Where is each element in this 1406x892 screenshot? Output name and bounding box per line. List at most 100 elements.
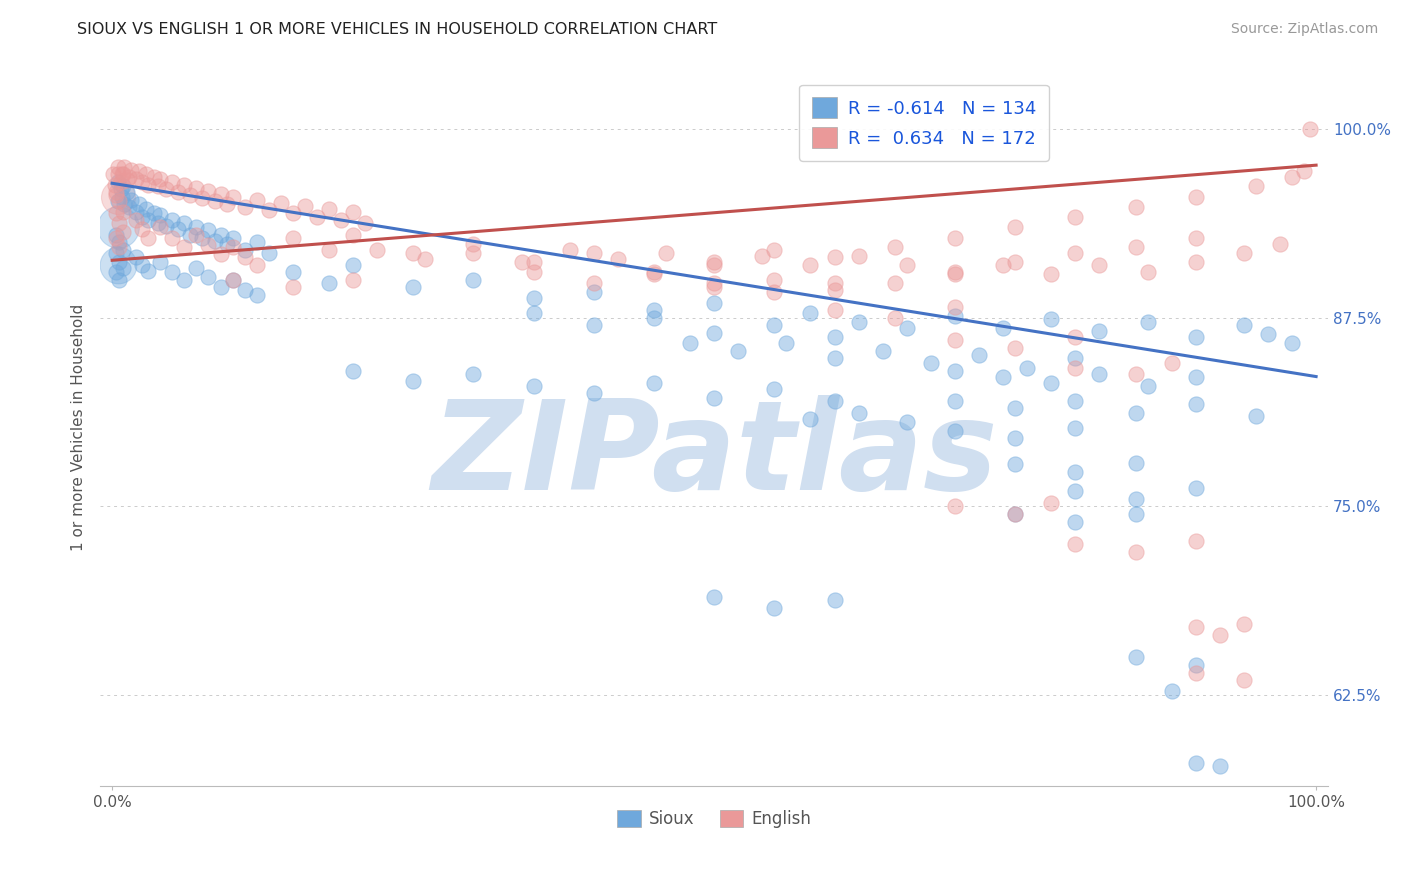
Point [763,600,786,615]
Point [1184,756,1206,771]
Point [1004,507,1026,521]
Point [221,230,243,244]
Point [703,391,725,405]
Point [162,230,184,244]
Point [112,160,135,174]
Text: SIOUX VS ENGLISH 1 OR MORE VEHICLES IN HOUSEHOLD CORRELATION CHART: SIOUX VS ENGLISH 1 OR MORE VEHICLES IN H… [77,22,717,37]
Point [703,276,725,290]
Point [1184,255,1206,269]
Point [1292,164,1315,178]
Point [197,184,219,198]
Point [120,162,142,177]
Point [173,215,195,229]
Y-axis label: 1 or more Vehicles in Household: 1 or more Vehicles in Household [72,303,86,550]
Point [162,175,184,189]
Point [115,186,138,200]
Point [1209,628,1232,642]
Point [221,190,243,204]
Point [128,197,150,211]
Point [167,221,190,235]
Point [146,179,169,194]
Point [1125,240,1147,254]
Point [1136,265,1159,279]
Point [1160,356,1182,370]
Point [131,221,153,235]
Point [104,227,127,242]
Point [1125,491,1147,506]
Point [197,223,219,237]
Point [136,230,159,244]
Point [111,205,134,219]
Point [883,240,905,254]
Point [763,273,786,287]
Point [703,590,725,604]
Point [186,260,208,275]
Point [125,171,148,186]
Point [179,227,201,242]
Point [1136,315,1159,329]
Point [204,234,226,248]
Point [1125,456,1147,470]
Point [131,175,153,189]
Point [943,424,966,438]
Point [186,181,208,195]
Point [107,160,129,174]
Point [1136,378,1159,392]
Point [402,245,425,260]
Point [281,265,304,279]
Point [1004,457,1026,471]
Point [131,258,153,272]
Point [763,285,786,299]
Point [1257,327,1279,342]
Point [108,215,131,229]
Point [149,255,172,269]
Point [1004,432,1026,446]
Point [107,190,129,204]
Point [186,227,208,242]
Point [1064,515,1087,529]
Point [103,178,125,192]
Point [991,321,1014,335]
Point [191,191,214,205]
Point [1184,230,1206,244]
Point [1125,545,1147,559]
Point [522,265,544,279]
Point [703,326,725,340]
Point [991,258,1014,272]
Point [848,315,870,329]
Point [896,321,918,335]
Point [111,167,134,181]
Point [848,249,870,263]
Point [108,194,131,209]
Point [824,351,846,366]
Point [463,367,485,381]
Point [943,300,966,314]
Point [318,276,340,290]
Point [1088,367,1111,381]
Point [342,273,364,287]
Point [135,167,157,181]
Point [1004,220,1026,235]
Point [233,284,256,298]
Point [104,206,127,220]
Point [1040,312,1063,326]
Point [107,175,129,189]
Point [131,210,153,224]
Point [824,393,846,408]
Point [943,363,966,377]
Point [1088,258,1111,272]
Point [221,273,243,287]
Point [1064,330,1087,344]
Point [104,188,127,202]
Point [943,309,966,323]
Point [221,273,243,287]
Point [1281,170,1303,185]
Point [1268,236,1291,251]
Point [108,240,131,254]
Point [209,227,232,242]
Point [1184,369,1206,384]
Text: ZIPatlas: ZIPatlas [430,395,997,516]
Point [582,318,605,333]
Point [1040,376,1063,390]
Point [246,288,269,302]
